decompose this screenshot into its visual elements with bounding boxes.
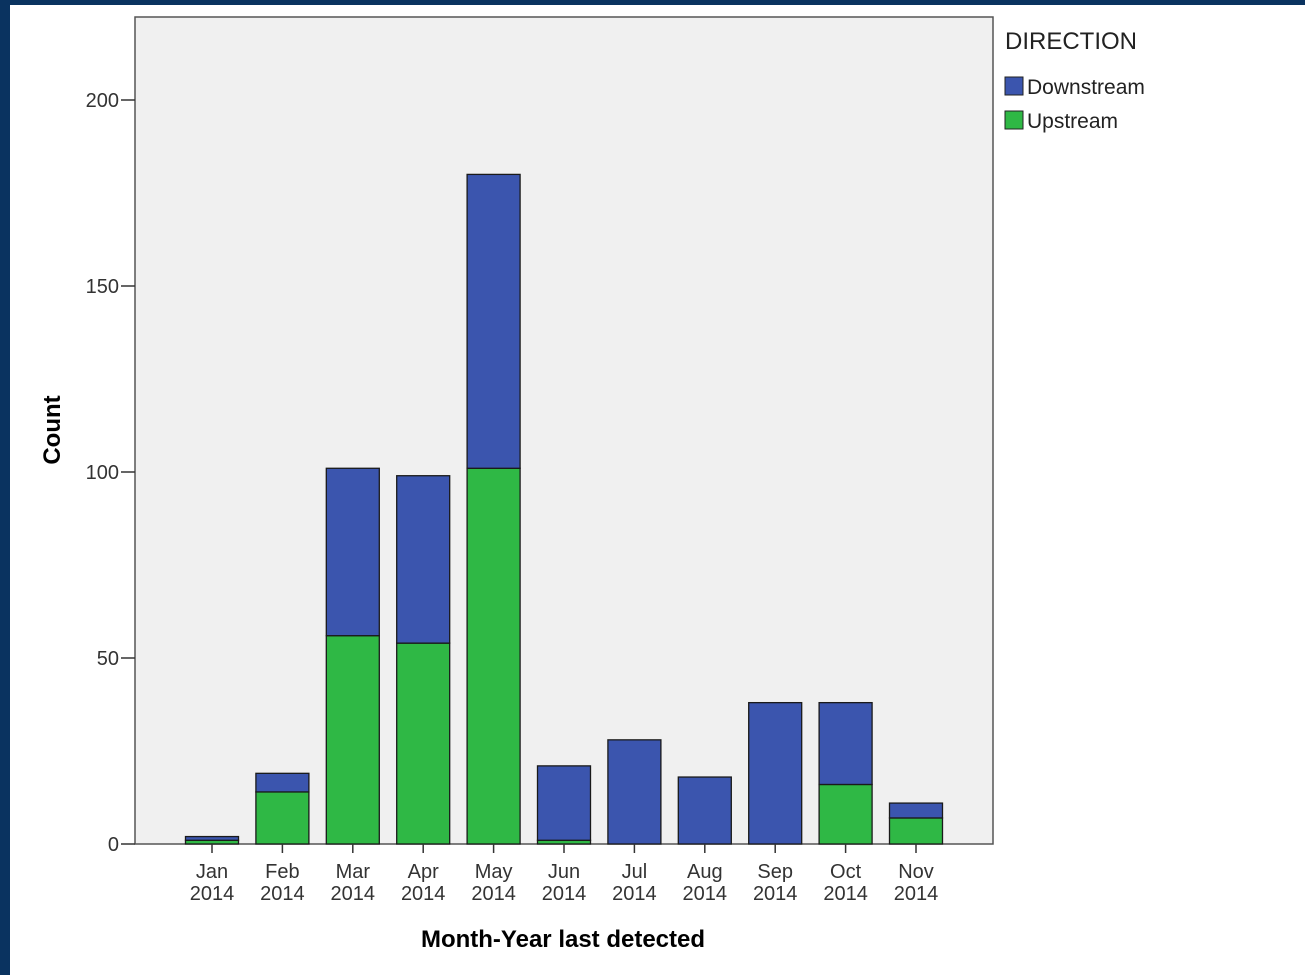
bars-group <box>184 173 944 845</box>
x-tick-label-year: 2014 <box>612 883 657 905</box>
x-tick-label-year: 2014 <box>471 883 516 905</box>
y-axis: 0 50 100 150 200 <box>86 90 135 856</box>
legend-item-downstream: Downstream <box>1004 76 1145 99</box>
legend-item-upstream: Upstream <box>1004 110 1118 133</box>
y-tick-label: 50 <box>97 648 119 670</box>
bar-upstream-feb <box>255 791 310 845</box>
bar-upstream-apr <box>396 642 451 845</box>
x-tick-label-month: Sep <box>757 861 793 883</box>
bar-downstream-aug <box>677 776 732 845</box>
bar-downstream-apr <box>396 475 451 644</box>
x-tick-label-month: Jan <box>196 861 228 883</box>
x-tick-label-month: Nov <box>898 861 934 883</box>
x-tick-label-year: 2014 <box>190 883 235 905</box>
y-tick-label: 200 <box>86 90 119 112</box>
y-tick-label: 100 <box>86 462 119 484</box>
bar-downstream-jul <box>607 739 662 845</box>
x-tick-label-year: 2014 <box>753 883 798 905</box>
bar-upstream-nov <box>888 817 944 845</box>
x-tick-label-year: 2014 <box>683 883 728 905</box>
bar-downstream-mar <box>325 467 380 637</box>
bar-downstream-feb <box>255 772 310 793</box>
x-tick-label-month: Jul <box>622 861 648 883</box>
bar-upstream-mar <box>325 635 380 845</box>
y-axis-title: Count <box>39 395 66 464</box>
x-tick-label-year: 2014 <box>401 883 446 905</box>
x-tick-label-month: Feb <box>265 861 299 883</box>
x-tick-label-year: 2014 <box>823 883 868 905</box>
bar-downstream-jun <box>536 765 592 841</box>
bar-downstream-jan <box>184 835 240 841</box>
x-axis: Jan2014Feb2014Mar2014Apr2014May2014Jun20… <box>190 844 939 905</box>
x-tick-label-year: 2014 <box>260 883 305 905</box>
legend: DIRECTION Downstream Upstream <box>1004 28 1145 133</box>
x-tick-label-year: 2014 <box>331 883 376 905</box>
legend-label-upstream: Upstream <box>1027 110 1118 133</box>
bar-upstream-may <box>466 467 521 845</box>
bar-downstream-nov <box>888 802 944 819</box>
bar-downstream-may <box>466 173 521 469</box>
legend-title: DIRECTION <box>1005 28 1137 55</box>
x-axis-title: Month-Year last detected <box>421 926 705 953</box>
x-tick-label-month: Oct <box>830 861 862 883</box>
x-tick-label-month: May <box>475 861 513 883</box>
x-tick-label-year: 2014 <box>894 883 939 905</box>
legend-swatch-downstream <box>1004 76 1024 96</box>
chart-canvas: 0 50 100 150 200 Jan 2014 Feb 2014 Mar 2014 Apr 201… <box>10 5 1305 975</box>
x-tick-label-month: Apr <box>408 861 439 883</box>
x-tick-label-month: Mar <box>336 861 371 883</box>
x-tick-label-year: 2014 <box>542 883 587 905</box>
x-tick-label-month: Jun <box>548 861 580 883</box>
legend-swatch-upstream <box>1004 110 1024 130</box>
bar-downstream-oct <box>818 701 873 786</box>
bar-downstream-sep <box>748 701 803 845</box>
x-tick-label-month: Aug <box>687 861 723 883</box>
legend-label-downstream: Downstream <box>1027 76 1145 99</box>
bar-upstream-oct <box>818 783 873 845</box>
y-tick-label: 0 <box>108 834 119 856</box>
y-tick-label: 150 <box>86 276 119 298</box>
